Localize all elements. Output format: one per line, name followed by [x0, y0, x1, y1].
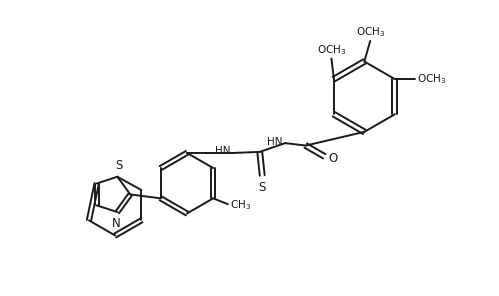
Text: OCH$_3$: OCH$_3$	[417, 72, 447, 86]
Text: HN: HN	[216, 146, 231, 156]
Text: O: O	[328, 152, 337, 165]
Text: CH$_3$: CH$_3$	[231, 198, 251, 212]
Text: S: S	[115, 159, 123, 172]
Text: S: S	[258, 181, 266, 194]
Text: OCH$_3$: OCH$_3$	[355, 25, 385, 39]
Text: N: N	[112, 217, 121, 230]
Text: OCH$_3$: OCH$_3$	[317, 43, 346, 57]
Text: HN: HN	[267, 137, 282, 147]
